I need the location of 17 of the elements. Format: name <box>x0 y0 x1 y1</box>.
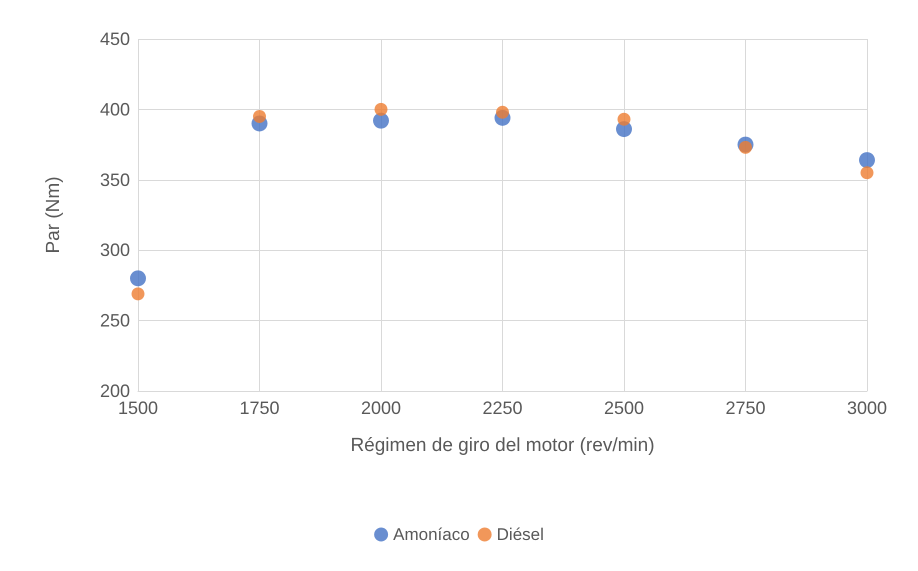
x-tick-label: 3000 <box>846 398 888 418</box>
y-tick-label: 350 <box>100 170 130 190</box>
y-tick-label: 400 <box>100 99 130 120</box>
x-tick-label: 2000 <box>360 398 402 418</box>
x-tick-label: 2500 <box>604 398 644 418</box>
legend-label: Diésel <box>496 525 544 544</box>
legend-label: Amoníaco <box>393 525 470 544</box>
x-tick-label: 2250 <box>482 398 523 418</box>
y-tick-label: 300 <box>100 240 130 260</box>
x-axis-title: Régimen de giro del motor (rev/min) <box>350 435 655 456</box>
x-tick-label: 1500 <box>118 398 158 418</box>
x-tick-label: 1750 <box>239 398 280 418</box>
y-tick-label: 250 <box>100 310 130 331</box>
x-tick-label: 2750 <box>725 398 766 418</box>
y-axis-title: Par (Nm) <box>43 176 64 254</box>
y-tick-label: 200 <box>100 381 130 401</box>
y-tick-label: 450 <box>100 29 130 49</box>
